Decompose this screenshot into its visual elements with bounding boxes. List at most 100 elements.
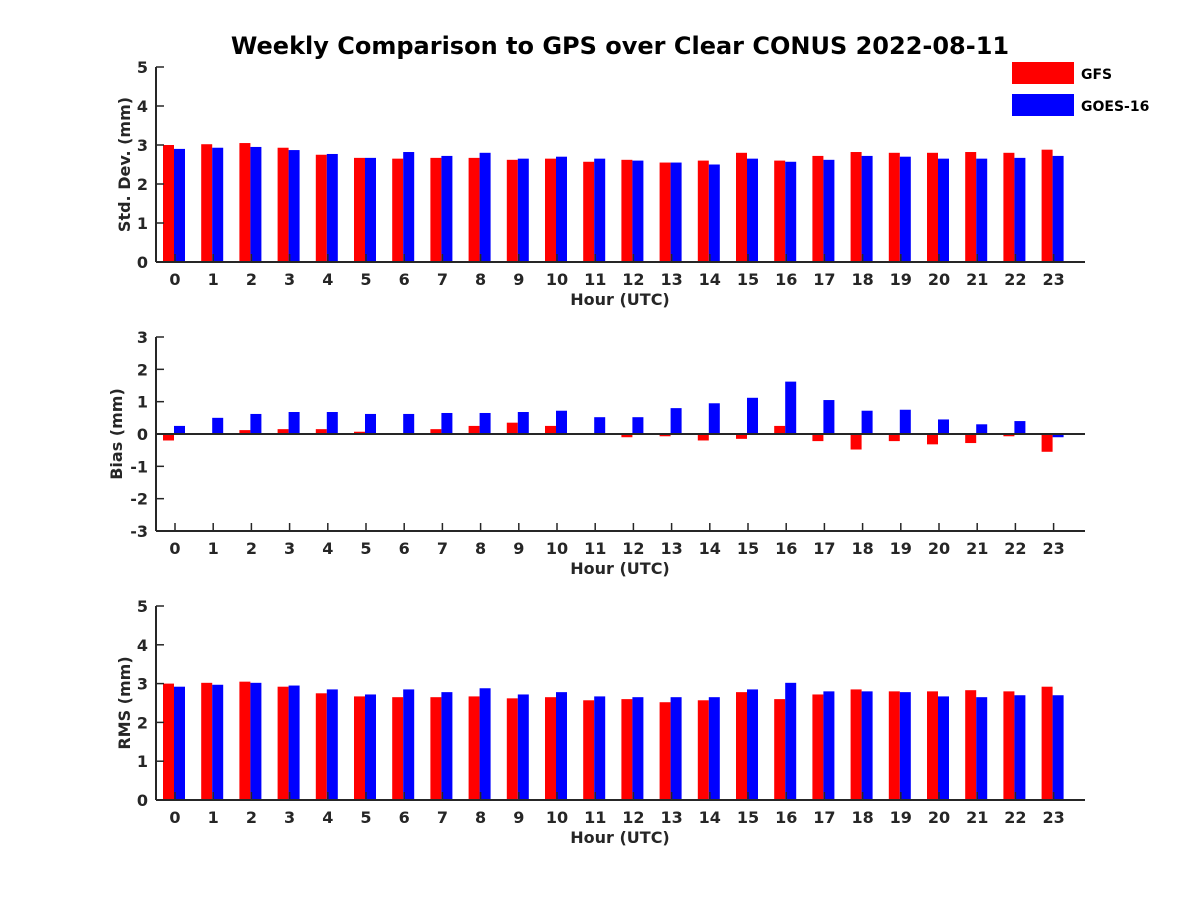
stddev-bar-goes16-hour-22: [1014, 157, 1026, 262]
stddev-bar-gfs-hour-21: [965, 152, 977, 262]
rms-bar-gfs-hour-22: [1003, 691, 1015, 800]
bias-bar-goes16-hour-5: [365, 413, 376, 434]
bias-bar-gfs-hour-21: [965, 434, 977, 444]
rms-bar-gfs-hour-1: [201, 682, 213, 800]
bias-xtick-label: 23: [1042, 539, 1064, 558]
stddev-bar-gfs-hour-8: [468, 157, 480, 262]
stddev-bar-goes16-hour-12: [632, 160, 644, 262]
stddev-bar-goes16-hour-18: [861, 155, 873, 262]
stddev-xtick-label: 21: [966, 270, 988, 289]
bias-ytick-label: -2: [130, 490, 148, 509]
bias-bar-gfs-hour-20: [927, 434, 938, 445]
bias-bar-goes16-hour-19: [899, 409, 911, 434]
bias-bar-gfs-hour-19: [888, 434, 900, 442]
legend-label-goes16: GOES-16: [1081, 99, 1149, 115]
stddev-xtick-label: 10: [546, 270, 568, 289]
stddev-bar-gfs-hour-14: [697, 160, 709, 262]
stddev-bar-goes16-hour-1: [212, 147, 224, 262]
bias-xtick-label: 7: [437, 539, 448, 558]
stddev-xtick-label: 13: [660, 270, 682, 289]
bias-ytick-label: -1: [130, 457, 148, 476]
stddev-bar-gfs-hour-22: [1003, 152, 1015, 262]
rms-xtick-label: 5: [360, 808, 371, 827]
bias-ytick-label: 3: [137, 328, 148, 347]
rms-ytick-label: 0: [137, 791, 148, 810]
rms-xtick-label: 10: [546, 808, 568, 827]
stddev-bar-goes16-hour-0: [174, 148, 185, 262]
bias-bar-goes16-hour-21: [976, 424, 988, 434]
rms-bar-goes16-hour-5: [365, 694, 376, 800]
rms-xtick-label: 19: [890, 808, 912, 827]
legend-swatch-goes16: [1012, 94, 1074, 116]
rms-bar-gfs-hour-11: [583, 700, 595, 800]
legend: GFS GOES-16: [1012, 62, 1149, 116]
stddev-xtick-label: 23: [1042, 270, 1064, 289]
rms-bar-gfs-hour-18: [850, 689, 862, 800]
bias-xtick-label: 22: [1004, 539, 1026, 558]
rms-bar-goes16-hour-16: [785, 682, 797, 800]
bias-bar-gfs-hour-14: [697, 434, 709, 441]
stddev-bar-gfs-hour-23: [1041, 149, 1053, 262]
stddev-bar-gfs-hour-12: [621, 159, 633, 262]
stddev-bar-goes16-hour-10: [556, 156, 567, 262]
stddev-xtick-label: 18: [851, 270, 873, 289]
stddev-ytick-label: 0: [137, 253, 148, 272]
stddev-bar-goes16-hour-16: [785, 161, 797, 262]
rms-bar-gfs-hour-21: [965, 690, 977, 800]
rms-xtick-label: 1: [208, 808, 219, 827]
bias-bar-goes16-hour-12: [632, 417, 644, 434]
stddev-y-axis-label: Std. Dev. (mm): [115, 97, 134, 232]
bias-xtick-label: 8: [475, 539, 486, 558]
rms-bar-goes16-hour-6: [403, 689, 415, 800]
bias-xtick-label: 15: [737, 539, 759, 558]
bias-ytick-label: 0: [137, 425, 148, 444]
rms-xtick-label: 8: [475, 808, 486, 827]
rms-xtick-label: 20: [928, 808, 950, 827]
stddev-bar-gfs-hour-1: [201, 144, 213, 262]
bias-bar-goes16-hour-0: [174, 425, 185, 434]
bias-bar-gfs-hour-16: [774, 425, 786, 434]
bias-xtick-label: 3: [284, 539, 295, 558]
bias-ytick-label: 1: [137, 393, 148, 412]
bias-xtick-label: 13: [660, 539, 682, 558]
stddev-bar-goes16-hour-14: [708, 164, 720, 262]
rms-xtick-label: 4: [322, 808, 333, 827]
rms-bar-gfs-hour-23: [1041, 686, 1053, 800]
stddev-bar-goes16-hour-15: [747, 158, 758, 262]
stddev-xtick-label: 12: [622, 270, 644, 289]
rms-bar-gfs-hour-6: [392, 697, 404, 800]
bias-bar-goes16-hour-10: [556, 410, 567, 434]
bias-bar-goes16-hour-4: [326, 412, 338, 434]
stddev-bar-gfs-hour-5: [354, 157, 365, 262]
stddev-x-axis-label: Hour (UTC): [570, 290, 670, 309]
rms-xtick-label: 22: [1004, 808, 1026, 827]
rms-xtick-label: 16: [775, 808, 797, 827]
bias-bar-gfs-hour-22: [1003, 434, 1015, 437]
rms-bar-gfs-hour-13: [659, 702, 671, 800]
bias-bar-gfs-hour-3: [277, 429, 289, 434]
rms-xtick-label: 12: [622, 808, 644, 827]
stddev-xtick-label: 19: [890, 270, 912, 289]
stddev-xtick-label: 1: [208, 270, 219, 289]
bias-bar-goes16-hour-3: [288, 412, 300, 434]
bias-bar-gfs-hour-18: [850, 434, 862, 450]
stddev-bar-goes16-hour-17: [823, 159, 835, 262]
stddev-bar-gfs-hour-17: [812, 155, 824, 262]
rms-bar-goes16-hour-11: [594, 696, 606, 800]
bias-bar-gfs-hour-0: [163, 434, 174, 441]
stddev-xtick-label: 4: [322, 270, 333, 289]
stddev-bar-goes16-hour-8: [479, 152, 491, 262]
rms-ytick-label: 5: [137, 597, 148, 616]
rms-xtick-label: 23: [1042, 808, 1064, 827]
rms-ytick-label: 4: [137, 636, 148, 655]
bias-xtick-label: 17: [813, 539, 835, 558]
rms-bar-goes16-hour-19: [899, 692, 911, 800]
rms-bar-gfs-hour-0: [163, 683, 174, 800]
rms-bar-goes16-hour-7: [441, 692, 453, 800]
rms-bar-goes16-hour-15: [747, 689, 758, 800]
rms-bar-gfs-hour-20: [927, 691, 938, 800]
rms-bar-gfs-hour-12: [621, 699, 633, 800]
bias-bar-goes16-hour-23: [1052, 434, 1064, 438]
bias-bar-goes16-hour-8: [479, 412, 491, 434]
